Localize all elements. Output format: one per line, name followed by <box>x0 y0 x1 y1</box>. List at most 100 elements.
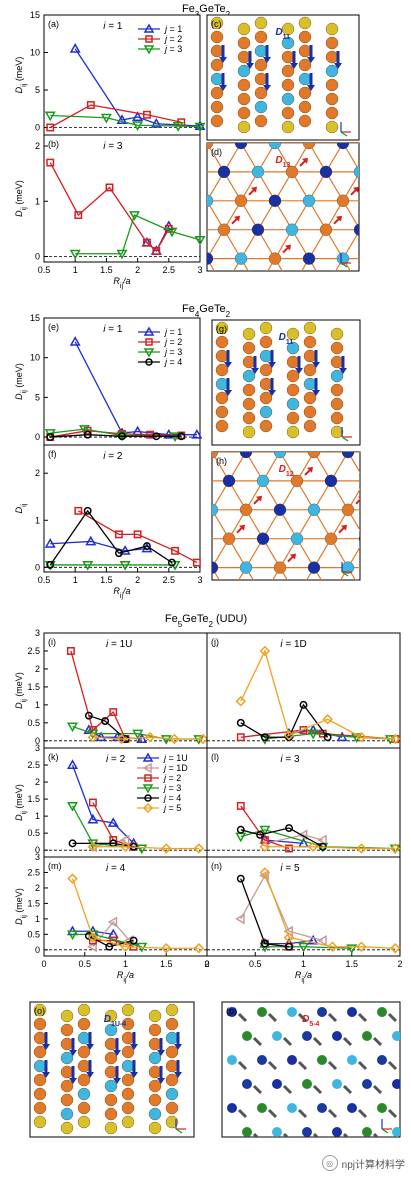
spin-arrowhead <box>307 85 315 91</box>
atom <box>148 1121 162 1135</box>
atom <box>407 1103 411 1113</box>
dm-arrowhead <box>234 215 240 222</box>
structure-content <box>210 16 342 134</box>
bond <box>394 230 411 259</box>
atom <box>303 419 317 433</box>
dm-arrow <box>269 1158 276 1165</box>
dm-arrowhead <box>341 524 347 531</box>
spin-arrowhead <box>42 1044 50 1050</box>
atom <box>242 411 256 425</box>
data-point <box>120 941 131 952</box>
dm-arrow <box>312 1084 323 1095</box>
data-point <box>235 913 245 925</box>
atom <box>319 223 333 236</box>
atom <box>287 1103 297 1113</box>
atom <box>298 114 312 128</box>
data-point <box>317 935 327 947</box>
series-line <box>92 920 131 948</box>
atom <box>362 1127 372 1137</box>
spin-arrowhead <box>295 368 303 374</box>
atom <box>273 503 287 516</box>
spin-arrowhead <box>268 362 276 368</box>
structure-panel-h: D12 (h) <box>211 446 405 581</box>
data-point <box>74 506 83 515</box>
atom <box>307 561 321 574</box>
dm-arrowhead <box>268 274 274 280</box>
y-axis-label: Dij (meV) <box>14 672 28 709</box>
atom <box>165 1045 179 1059</box>
atom <box>121 1017 135 1031</box>
atom <box>286 369 300 383</box>
x-tick-label: 1.5 <box>100 265 113 275</box>
y-tick-label: 1 <box>35 811 40 821</box>
atom <box>104 1065 118 1079</box>
atom <box>254 16 268 30</box>
data-point <box>193 843 205 854</box>
atom <box>324 532 338 545</box>
data-point <box>142 784 154 794</box>
data-point <box>66 647 75 655</box>
atom <box>317 1055 327 1065</box>
spin-arrowhead <box>251 368 259 374</box>
x-axis-label: Rij/a <box>113 276 130 290</box>
y-tick-label: 3 <box>35 628 40 638</box>
x-tick-label: 1 <box>301 959 306 969</box>
y-tick-label: 0.5 <box>27 929 40 939</box>
atom <box>104 1037 118 1051</box>
data-point <box>259 870 269 882</box>
section-title-fe3: Fe3GeTe2 <box>182 3 231 19</box>
atom <box>330 411 344 425</box>
atom <box>330 341 344 355</box>
atom <box>376 446 388 458</box>
atom <box>33 1115 47 1129</box>
dm-arrow <box>297 1060 308 1071</box>
data-point <box>84 711 93 720</box>
spin-arrowhead <box>290 63 298 69</box>
data-point <box>299 700 308 709</box>
panel-letter: (o) <box>34 1006 45 1016</box>
data-point <box>298 942 309 953</box>
atom <box>393 475 405 487</box>
y-tick-label: 0.5 <box>27 828 40 838</box>
atom <box>215 377 229 391</box>
structure-frame <box>221 1001 401 1138</box>
atom <box>210 44 224 58</box>
plot-panel-b: 0 1 2 0.5 1 1.5 2 2.5 3 (b) i = 3 Dij (meV) Rij/a <box>14 134 206 290</box>
data-point <box>389 843 401 854</box>
atom <box>268 143 282 150</box>
panel-note: i = 3 <box>280 754 300 765</box>
x-tick-label: 1 <box>123 959 128 969</box>
plot-frame <box>206 856 401 957</box>
data-point <box>83 724 95 734</box>
atom <box>303 321 317 335</box>
plot-frame <box>43 632 208 749</box>
series-line <box>74 48 201 127</box>
dm-arrow <box>355 498 360 505</box>
atom <box>354 282 366 294</box>
structure-content <box>33 1003 182 1135</box>
series-line <box>71 878 199 949</box>
atom <box>237 50 251 64</box>
data-point <box>132 729 144 740</box>
structure-panel-d: D13 (d) <box>206 142 411 294</box>
dm-arrowhead <box>358 496 360 499</box>
dm-arrowhead <box>336 215 342 222</box>
plot-panel-a: 0 5 10 15 (a) i = 1 Dij (meV) j = 1j = 2j = 3 <box>14 10 206 136</box>
atom <box>257 1055 267 1065</box>
dm-arrow <box>239 1158 246 1165</box>
panel-letter: (p) <box>226 1006 237 1016</box>
data-point <box>144 774 152 782</box>
atom <box>325 36 339 50</box>
data-point <box>69 336 81 346</box>
atom <box>347 1055 357 1065</box>
data-point <box>323 733 332 742</box>
atom <box>242 1079 252 1089</box>
y-tick-label: 1 <box>35 700 40 710</box>
data-point <box>152 247 161 255</box>
series-line <box>50 434 182 438</box>
atom <box>330 355 344 369</box>
dm-arrow <box>252 1036 263 1047</box>
atom <box>377 1103 387 1113</box>
atom <box>237 120 251 134</box>
atom <box>272 1079 282 1089</box>
